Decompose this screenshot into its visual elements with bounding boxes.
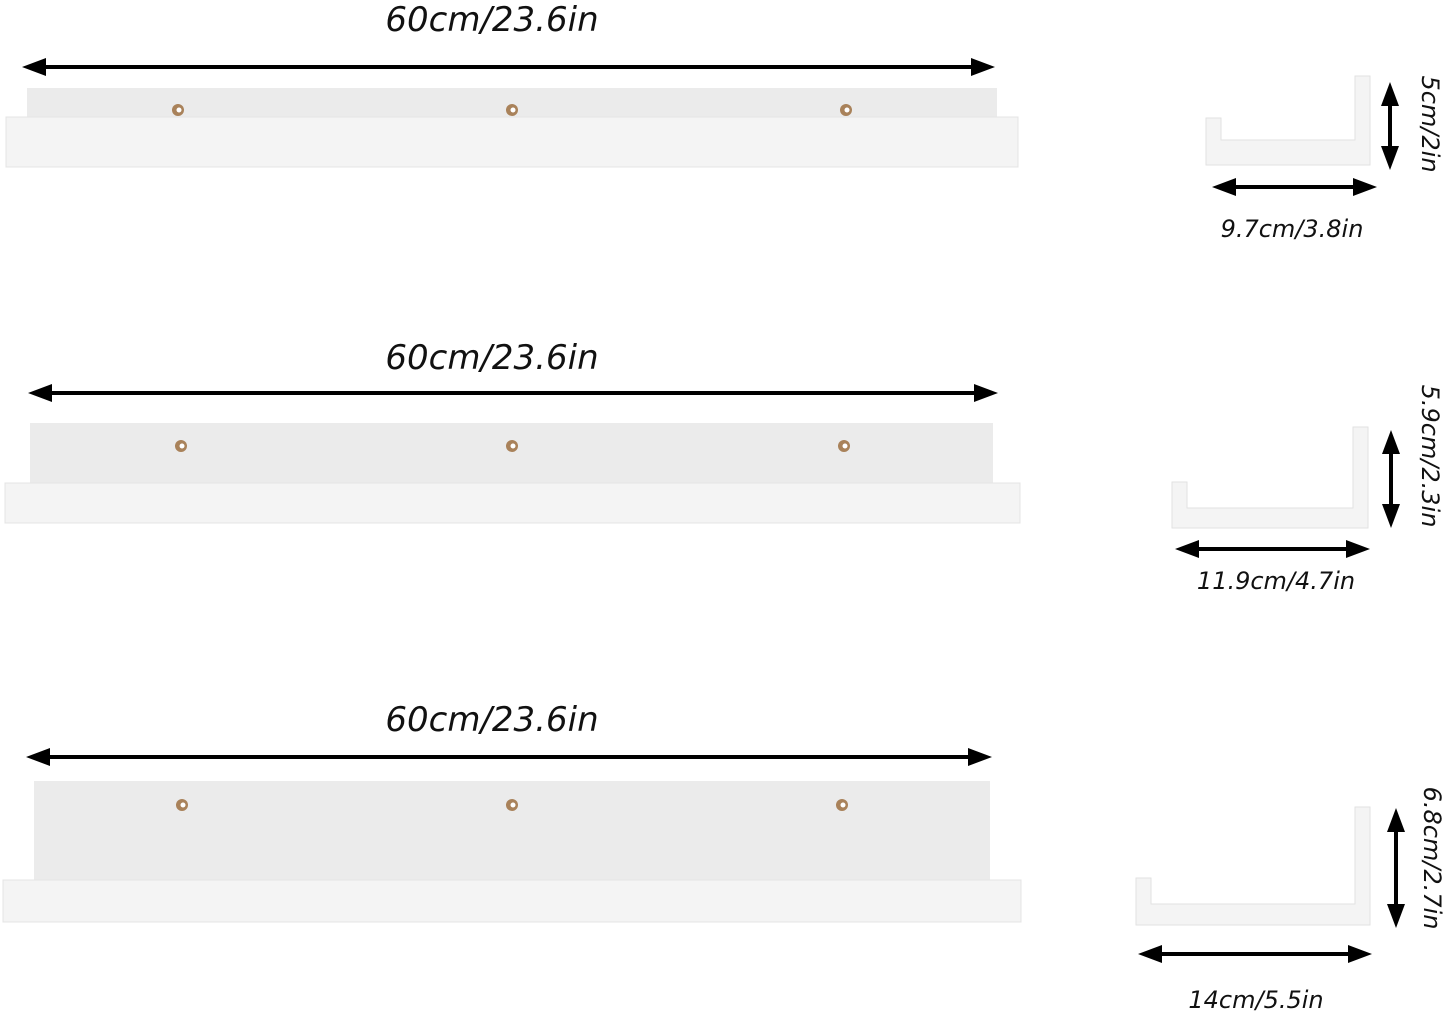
shelf-2-back-panel <box>30 423 993 483</box>
shelf-1-screw-hole-center-1 <box>176 107 182 113</box>
shelf-3-length-arrow-head-left <box>26 748 50 766</box>
shelf-2-screw-hole-center-2 <box>510 443 516 449</box>
shelf-1-length-arrow-head-right <box>971 58 995 76</box>
shelf-3-profile <box>1135 806 1371 926</box>
shelf-3-profile-height-arrow-head-top <box>1387 808 1405 832</box>
shelf-2-front-ledge <box>4 482 1021 524</box>
shelf-1-length-label: 60cm/23.6in <box>385 0 599 40</box>
shelf-2-profile <box>1171 426 1369 529</box>
shelf-3-profile-depth-arrow-head-left <box>1138 945 1162 963</box>
shelf-2-depth-label: 11.9cm/4.7in <box>1196 567 1356 595</box>
shelf-2-screw-hole-center-3 <box>842 443 848 449</box>
shelf-2-length-arrow-head-left <box>28 384 52 402</box>
shelf-1-front-ledge <box>5 116 1019 168</box>
shelf-1-profile-height-arrow-head-bottom <box>1381 146 1399 170</box>
shelf-2-length-arrow-head-right <box>974 384 998 402</box>
shelf-1-profile-depth-arrow-head-right <box>1353 178 1377 196</box>
shelf-3-profile-height-arrow-head-bottom <box>1387 904 1405 928</box>
shelf-3-height-label: 6.8cm/2.7in <box>1418 786 1445 930</box>
shelf-3-length-arrow-head-right <box>968 748 992 766</box>
shelf-1-profile <box>1205 75 1371 166</box>
shelf-1-profile-height-arrow-head-top <box>1381 82 1399 106</box>
shelf-2-height-label: 5.9cm/2.3in <box>1416 384 1444 528</box>
shelf-2-screw-hole-center-1 <box>179 443 185 449</box>
shelf-3-screw-hole-center-2 <box>510 802 516 808</box>
shelf-1-screw-hole-center-2 <box>510 107 516 113</box>
shelf-2-profile-depth-arrow-head-left <box>1175 540 1199 558</box>
shelf-1-height-label: 5cm/2in <box>1416 75 1444 173</box>
shelf-3-screw-hole-center-3 <box>840 802 846 808</box>
shelf-3-front-ledge <box>2 879 1022 923</box>
shelf-1-length-arrow-head-left <box>22 58 46 76</box>
shelf-1-screw-hole-center-3 <box>844 107 850 113</box>
shelf-2-profile-height-arrow-head-top <box>1382 430 1400 454</box>
shelf-1-depth-label: 9.7cm/3.8in <box>1220 215 1364 243</box>
shelf-3-screw-hole-center-1 <box>180 802 186 808</box>
shelf-3-length-label: 60cm/23.6in <box>385 700 599 740</box>
shelf-3-profile-depth-arrow-head-right <box>1348 945 1372 963</box>
shelf-3-back-panel <box>34 781 990 880</box>
shelf-2-length-label: 60cm/23.6in <box>385 338 599 378</box>
shelf-1-profile-depth-arrow-head-left <box>1212 178 1236 196</box>
shelf-3-depth-label: 14cm/5.5in <box>1188 986 1324 1014</box>
shelf-2-profile-depth-arrow-head-right <box>1346 540 1370 558</box>
shelf-2-profile-height-arrow-head-bottom <box>1382 504 1400 528</box>
